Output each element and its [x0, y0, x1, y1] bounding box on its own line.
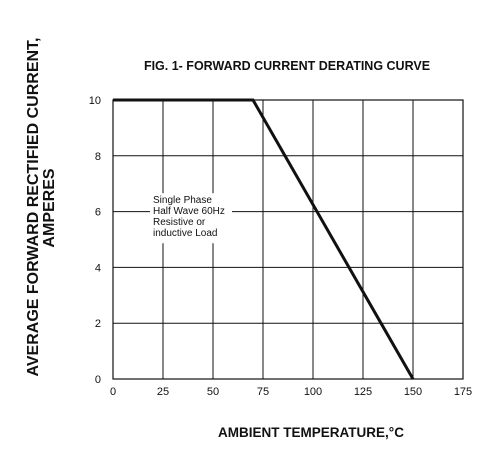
- x-axis-label: AMBIENT TEMPERATURE,°C: [218, 425, 404, 440]
- x-tick-label-100: 100: [304, 386, 322, 398]
- y-tick-label-0: 0: [95, 374, 101, 386]
- y-tick-label-10: 10: [89, 95, 101, 107]
- y-tick-label-8: 8: [95, 151, 101, 163]
- y-tick-label-2: 2: [95, 318, 101, 330]
- plot-frame: [112, 99, 464, 380]
- x-tick-label-0: 0: [110, 386, 116, 398]
- annotation-background: [150, 193, 232, 244]
- derating-curve-line: [113, 98, 415, 380]
- x-tick-label-50: 50: [207, 386, 219, 398]
- x-tick-label-125: 125: [354, 386, 372, 398]
- annotation-line-2: Half Wave 60Hz: [153, 206, 225, 217]
- x-tick-label-75: 75: [257, 386, 269, 398]
- series-group: [113, 98, 415, 380]
- x-tick-label-25: 25: [157, 386, 169, 398]
- x-tick-label-175: 175: [454, 386, 472, 398]
- y-axis-label-line2: AMPERES: [41, 168, 58, 247]
- y-axis-label-line1: AVERAGE FORWARD RECTIFIED CURRENT,: [25, 38, 42, 377]
- x-tick-label-150: 150: [404, 386, 422, 398]
- y-tick-label-6: 6: [95, 207, 101, 219]
- annotation-line-3: Resistive or: [153, 217, 206, 228]
- y-tick-label-4: 4: [95, 262, 101, 274]
- y-tick-labels: 0 2 4 6 8 10: [89, 95, 101, 386]
- chart-title: FIG. 1- FORWARD CURRENT DERATING CURVE: [144, 59, 430, 73]
- annotation-line-4: inductive Load: [153, 228, 218, 239]
- annotation-line-1: Single Phase: [153, 195, 212, 206]
- x-tick-labels: 0 25 50 75 100 125 150 175: [110, 386, 472, 398]
